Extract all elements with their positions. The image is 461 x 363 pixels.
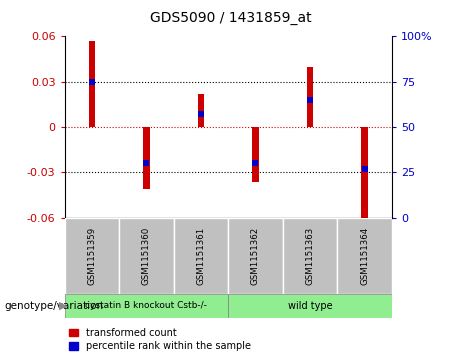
Text: GSM1151362: GSM1151362 bbox=[251, 227, 260, 285]
Bar bbox=[228, 294, 392, 318]
Text: genotype/variation: genotype/variation bbox=[5, 301, 104, 311]
Text: cystatin B knockout Cstb-/-: cystatin B knockout Cstb-/- bbox=[85, 301, 207, 310]
Bar bbox=[89, 41, 95, 127]
Bar bbox=[361, 127, 368, 225]
Text: GSM1151360: GSM1151360 bbox=[142, 227, 151, 285]
Text: wild type: wild type bbox=[288, 301, 332, 311]
Bar bbox=[143, 127, 150, 189]
Bar bbox=[228, 218, 283, 294]
Bar bbox=[307, 66, 313, 127]
Text: ▶: ▶ bbox=[59, 301, 67, 311]
Text: GSM1151363: GSM1151363 bbox=[306, 227, 314, 285]
Legend: transformed count, percentile rank within the sample: transformed count, percentile rank withi… bbox=[70, 328, 251, 351]
Bar bbox=[252, 127, 259, 182]
Bar bbox=[119, 218, 174, 294]
Bar bbox=[65, 294, 228, 318]
Bar bbox=[283, 218, 337, 294]
Text: GSM1151359: GSM1151359 bbox=[87, 227, 96, 285]
Bar bbox=[337, 218, 392, 294]
Bar bbox=[65, 218, 119, 294]
Text: GDS5090 / 1431859_at: GDS5090 / 1431859_at bbox=[150, 11, 311, 25]
Bar bbox=[198, 94, 204, 127]
Text: GSM1151364: GSM1151364 bbox=[360, 227, 369, 285]
Text: GSM1151361: GSM1151361 bbox=[196, 227, 206, 285]
Bar bbox=[174, 218, 228, 294]
